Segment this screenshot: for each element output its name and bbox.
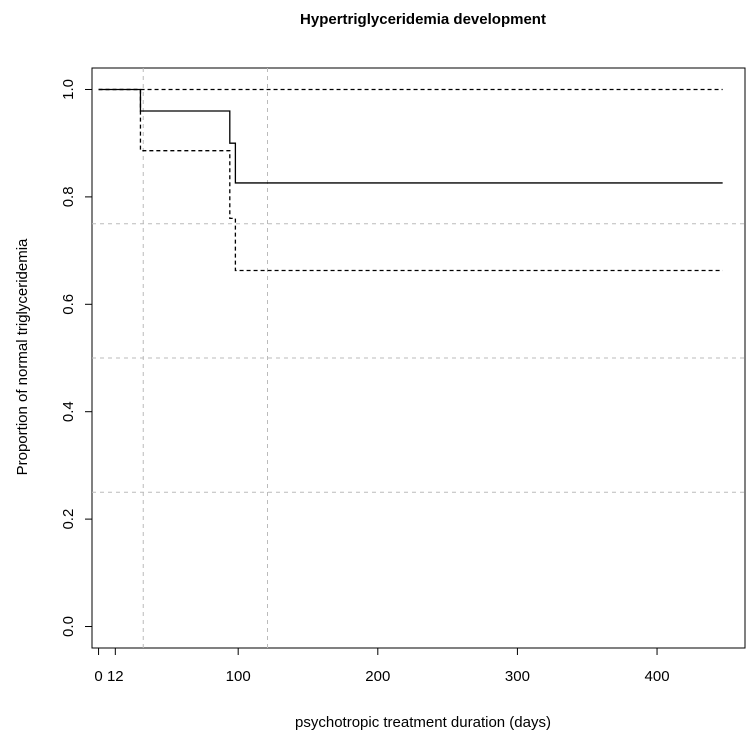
x-tick-label: 100 — [226, 668, 251, 685]
y-tick-label: 0.2 — [60, 509, 77, 530]
x-tick-label: 200 — [365, 668, 390, 685]
y-tick-label: 0.4 — [60, 401, 77, 422]
survival-curve — [98, 88, 723, 184]
chart-title: Hypertriglyceridemia development — [300, 11, 546, 28]
y-tick-label: 1.0 — [60, 79, 77, 100]
y-axis-label: Proportion of normal triglyceridemia — [14, 238, 31, 475]
x-tick-label: 300 — [505, 668, 530, 685]
y-tick-label: 0.8 — [60, 186, 77, 207]
survival-curve — [98, 88, 723, 272]
x-tick-label: 0 — [94, 668, 102, 685]
y-tick-label: 0.6 — [60, 294, 77, 315]
x-tick-label: 400 — [645, 668, 670, 685]
x-tick-label: 12 — [107, 668, 124, 685]
x-axis-label: psychotropic treatment duration (days) — [295, 714, 551, 731]
y-tick-label: 0.0 — [60, 616, 77, 637]
